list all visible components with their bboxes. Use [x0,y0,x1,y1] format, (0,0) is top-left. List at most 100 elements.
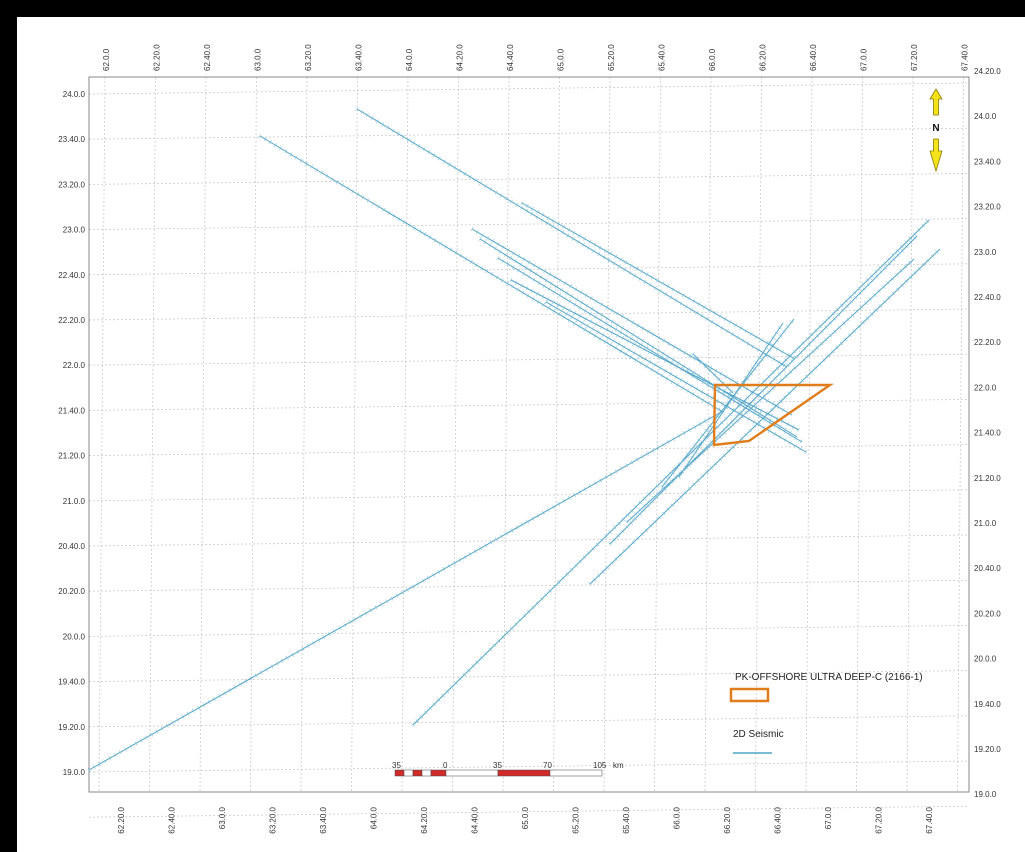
seismic-shot-tick [660,487,665,492]
right-coordinate-label: 20.20.0 [974,609,1001,618]
seismic-shot-tick [836,312,841,317]
seismic-shot-tick [640,269,644,274]
left-coordinate-label: 20.20.0 [58,587,85,596]
seismic-shot-tick [355,106,359,112]
seismic-shot-tick [760,389,765,393]
seismic-shot-tick [641,454,644,459]
seismic-shot-tick [583,308,587,313]
seismic-shot-tick [689,447,694,451]
seismic-shot-tick [708,416,712,421]
seismic-shot-tick [774,331,779,335]
seismic-shot-tick [579,290,583,295]
seismic-shot-tick [621,314,624,319]
seismic-shot-tick [878,304,883,308]
seismic-shot-tick [572,321,576,326]
seismic-shot-tick [666,354,670,359]
seismic-shot-tick [501,259,505,264]
seismic-shot-tick [662,338,666,343]
seismic-shot-tick [799,439,803,444]
seismic-shot-tick [713,461,718,466]
left-coordinate-label: 22.20.0 [58,316,85,325]
seismic-shot-tick [608,542,612,546]
seismic-shot-tick [698,422,702,427]
seismic-shot-tick [360,110,364,115]
seismic-shot-tick [578,559,582,564]
seismic-shot-tick [732,398,736,403]
seismic-shot-tick [742,405,746,410]
seismic-shot-tick [665,358,669,363]
seismic-shot-tick [500,278,504,283]
seismic-shot-tick [760,337,763,342]
seismic-shot-tick [764,346,769,350]
seismic-shot-tick [396,131,400,136]
seismic-shot-tick [659,289,662,294]
bottom-coordinate-label: 66.20.0 [723,806,732,833]
seismic-shot-tick [770,343,774,348]
seismic-shot-tick [700,474,705,478]
seismic-shot-tick [418,229,422,234]
seismic-shot-tick [707,383,710,388]
seismic-shot-tick [412,140,415,145]
seismic-shot-tick [722,388,726,393]
seismic-shot-tick [547,507,550,512]
seismic-line-L6 [660,318,795,489]
seismic-shot-tick [657,515,662,520]
seismic-shot-tick [705,316,709,321]
grid-meridian [401,76,409,793]
seismic-shot-tick [636,335,640,340]
seismic-shot-tick [832,317,837,321]
seismic-shot-tick [609,251,612,256]
seismic-shot-tick [588,582,592,586]
seismic-shot-tick [758,411,762,416]
seismic-shot-tick [672,344,676,349]
seismic-shot-tick [762,379,767,383]
seismic-shot-tick [684,380,688,386]
seismic-shot-tick [333,628,336,634]
seismic-shot-tick [624,352,628,357]
seismic-line-path [692,353,734,394]
seismic-shot-tick [633,516,638,521]
seismic-shot-tick [639,361,643,366]
seismic-shot-tick [552,504,556,509]
seismic-shot-tick [758,414,762,419]
seismic-shot-tick [843,337,848,342]
seismic-shot-tick [645,364,648,369]
seismic-shot-tick [539,275,543,280]
seismic-shot-tick [771,336,776,340]
seismic-shot-tick [726,404,730,409]
seismic-shot-tick [330,176,334,182]
grid-parallel [88,534,970,547]
seismic-shot-tick [651,488,655,492]
seismic-shot-tick [868,297,873,301]
seismic-shot-tick [861,282,866,287]
seismic-shot-tick [752,424,757,429]
seismic-shot-tick [714,368,718,373]
seismic-shot-tick [696,455,700,459]
seismic-shot-tick [436,698,441,702]
seismic-shot-tick [578,490,582,495]
seismic-shot-tick [783,395,787,400]
top-coordinate-label: 64.0.0 [405,48,414,71]
seismic-shot-tick [788,440,792,445]
seismic-shot-tick [218,694,221,699]
seismic-shot-tick [664,292,668,297]
seismic-shot-tick [693,442,698,447]
seismic-shot-tick [791,355,795,360]
seismic-shot-tick [858,291,862,296]
seismic-line-L5 [625,258,915,524]
seismic-shot-tick [454,681,458,685]
seismic-shot-tick [263,137,267,142]
seismic-shot-tick [505,531,509,536]
seismic-shot-tick [491,239,495,244]
seismic-shot-tick [895,272,899,277]
seismic-shot-tick [565,291,568,296]
seismic-shot-tick [641,326,645,331]
seismic-shot-tick [98,762,101,767]
seismic-shot-tick [751,344,755,349]
seismic-shot-tick [521,522,524,527]
seismic-shot-tick [656,278,659,283]
seismic-shot-tick [515,202,518,207]
seismic-shot-tick [484,651,488,656]
seismic-shot-tick [645,346,649,351]
seismic-shot-tick [519,262,523,267]
